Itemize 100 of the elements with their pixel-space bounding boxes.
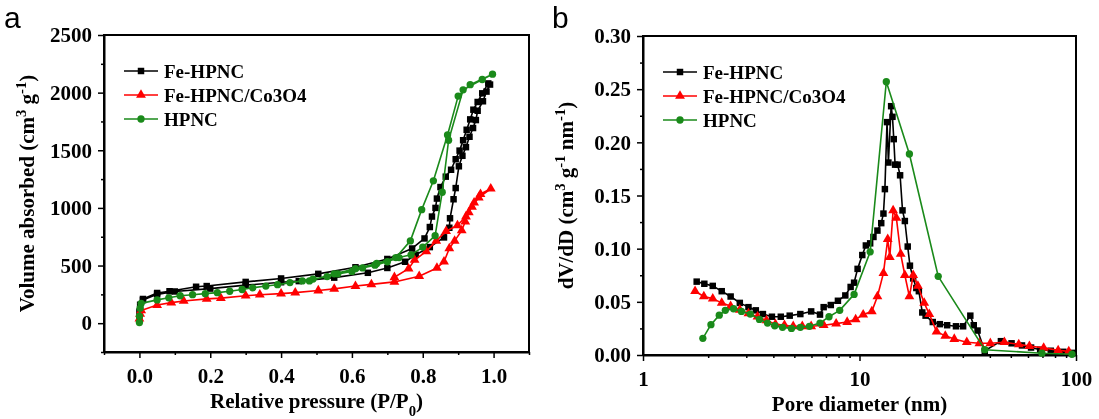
point	[226, 287, 234, 295]
point	[432, 204, 439, 212]
point	[418, 205, 426, 214]
point	[262, 282, 270, 290]
point	[478, 75, 486, 84]
point	[444, 242, 455, 252]
point	[446, 215, 454, 222]
point	[408, 245, 416, 252]
y-tick-label: 0.25	[594, 77, 631, 102]
point	[485, 183, 496, 192]
point	[276, 287, 287, 297]
point	[305, 277, 314, 285]
y-tick-label: 0.30	[594, 24, 631, 49]
point	[452, 156, 459, 163]
y-tick-label: 0.15	[594, 183, 631, 208]
point	[414, 270, 425, 280]
point	[479, 90, 486, 97]
point	[452, 184, 459, 192]
x-tick-label: 0.4	[268, 363, 296, 388]
x-tick-label: 0.0	[126, 363, 154, 388]
x-axis-title: Relative pressure (P/P$_{0}$)	[209, 389, 424, 419]
point	[165, 294, 173, 302]
point	[474, 98, 481, 106]
point	[315, 270, 322, 278]
point	[438, 188, 446, 196]
y-tick-label: 1500	[50, 138, 92, 163]
legend-label: HPNC	[164, 109, 218, 130]
point	[135, 318, 144, 327]
point	[176, 292, 184, 300]
point	[466, 133, 473, 141]
point	[358, 264, 367, 272]
point	[213, 288, 221, 297]
point	[366, 278, 377, 288]
y-tick-label: 0	[81, 311, 92, 336]
point	[419, 243, 427, 251]
point	[249, 284, 257, 292]
point	[286, 278, 294, 287]
point	[459, 86, 467, 94]
point	[166, 288, 173, 295]
point	[431, 262, 442, 271]
point	[153, 296, 161, 304]
point	[450, 196, 457, 203]
point	[384, 264, 391, 272]
y-tick-label: 1000	[50, 196, 92, 221]
point	[201, 290, 209, 298]
y-tick-label: 0.10	[594, 236, 631, 261]
point	[455, 163, 463, 170]
legend-label: Fe-HPNC	[703, 62, 784, 83]
x-tick-label: 1.0	[480, 363, 508, 388]
point	[290, 286, 301, 296]
point	[428, 213, 436, 220]
point	[407, 251, 415, 259]
y-tick-label: 0.00	[594, 343, 631, 368]
y-tick-label: 0.20	[594, 130, 631, 155]
point	[254, 289, 265, 298]
y-tick-label: 500	[60, 253, 92, 278]
x-tick-label: 100	[1060, 366, 1093, 391]
y-tick-label: 2000	[50, 80, 92, 105]
point	[456, 147, 463, 154]
point	[443, 131, 452, 139]
y-tick-label: 2500	[50, 23, 92, 48]
legend-label: Fe-HPNC/Co3O4	[164, 85, 307, 106]
point	[488, 70, 497, 78]
legend-label: HPNC	[703, 110, 757, 131]
point	[421, 235, 428, 242]
point	[238, 285, 246, 294]
point	[409, 254, 420, 263]
point	[433, 195, 441, 202]
chart-title: a	[4, 1, 21, 34]
point	[188, 291, 197, 299]
point	[449, 235, 460, 244]
x-tick-label: 0.8	[410, 363, 437, 388]
point	[463, 126, 470, 133]
x-tick-label: 0.2	[197, 363, 224, 388]
legend-label: Fe-HPNC/Co3O4	[703, 86, 846, 107]
y-tick-label: 0.05	[594, 290, 631, 315]
point	[466, 81, 474, 89]
point	[178, 295, 189, 304]
point	[406, 237, 415, 245]
point	[441, 225, 452, 235]
legend-label: Fe-HPNC	[164, 61, 245, 82]
point	[470, 106, 477, 113]
x-axis-title: Pore diameter (nm)	[771, 392, 948, 416]
point	[323, 272, 331, 281]
point	[203, 282, 210, 290]
point	[431, 232, 439, 240]
point	[466, 116, 474, 123]
point	[403, 262, 414, 272]
point	[329, 283, 340, 292]
point	[330, 270, 338, 278]
point	[439, 256, 449, 265]
point	[350, 280, 361, 289]
x-tick-label: 1	[638, 366, 649, 391]
point	[273, 281, 282, 289]
chart-title: b	[552, 1, 569, 34]
point	[277, 275, 285, 282]
x-tick-label: 0.6	[339, 363, 366, 388]
point	[215, 292, 226, 302]
point	[313, 284, 324, 294]
point	[467, 201, 477, 210]
